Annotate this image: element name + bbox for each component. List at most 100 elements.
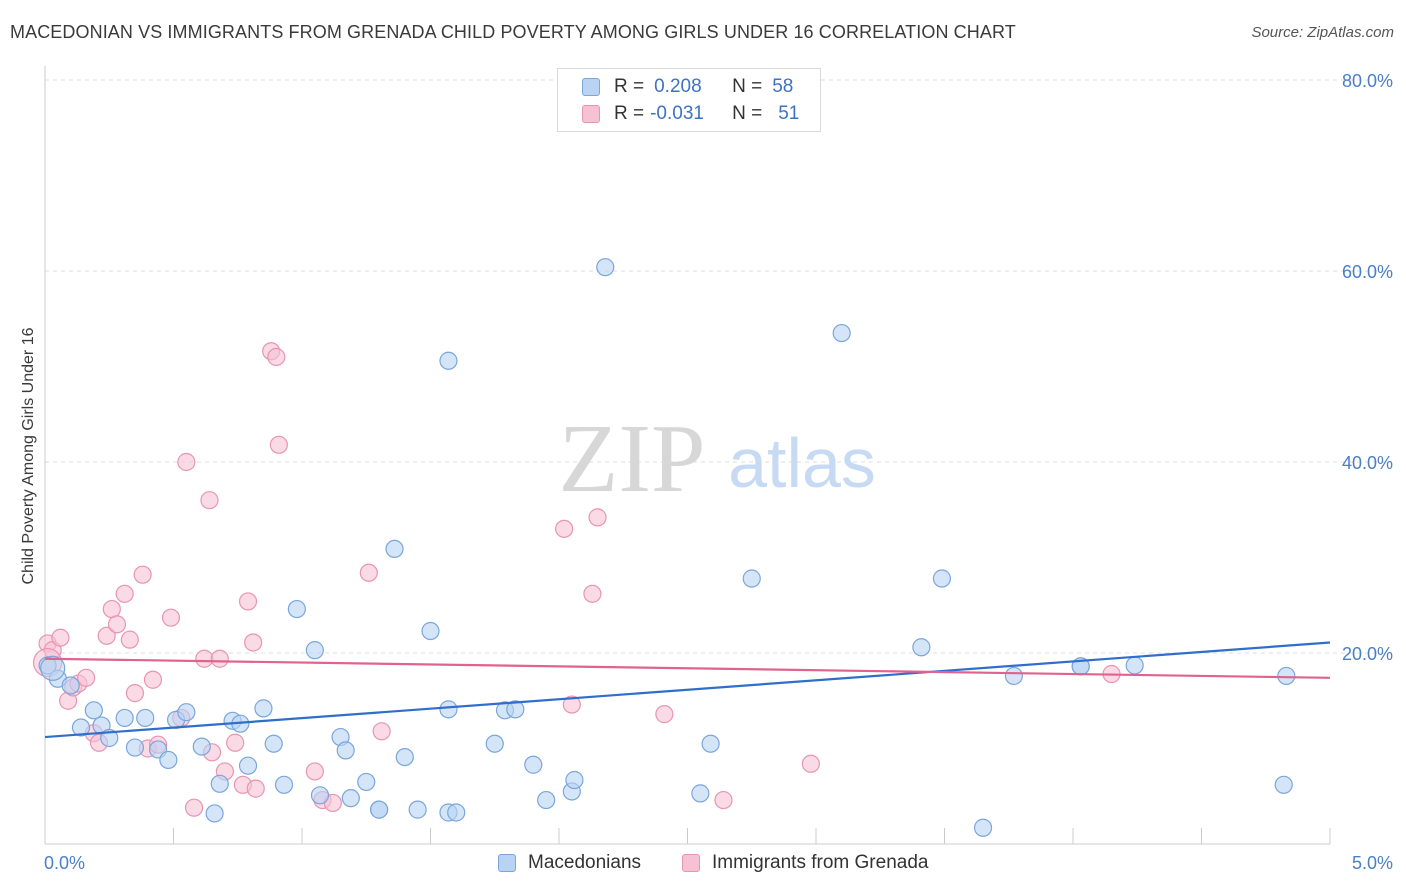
x-tick-label-min: 0.0% (44, 853, 85, 873)
grenada-point (210, 649, 229, 668)
macedonian-point (742, 569, 761, 588)
macedonian-point (932, 569, 952, 588)
legend-n-label: N = (732, 76, 763, 97)
legend-row-grenada: R = -0.031 N = 51 (582, 102, 799, 126)
legend-row-macedonians: R = 0.208 N = 58 (582, 75, 793, 99)
macedonian-point (395, 747, 414, 767)
series-legend: Macedonians Immigrants from Grenada (0, 852, 1406, 878)
macedonian-point (357, 772, 376, 792)
legend-n-value: 51 (778, 103, 800, 124)
legend-r-value: 0.208 (654, 76, 702, 97)
grenada-point (51, 628, 70, 647)
macedonian-point (136, 708, 155, 728)
macedonian-point (305, 641, 324, 660)
macedonian-point (264, 734, 283, 753)
grenada-point (143, 670, 163, 689)
macedonian-point (439, 700, 458, 719)
y-axis-label: Child Poverty Among Girls Under 16 (20, 327, 37, 584)
watermark-zip: ZIP (559, 405, 706, 513)
grenada-point (562, 695, 581, 714)
grenada-point (120, 630, 139, 649)
grenada-point (125, 684, 145, 703)
grenada-trend-line (44, 657, 1331, 679)
x-tick-label-max: 5.0% (1352, 853, 1393, 873)
grenada-swatch (582, 105, 600, 123)
correlation-legend: R = 0.208 N = 58 R = -0.031 N = 51 (557, 68, 821, 132)
macedonian-point (565, 770, 584, 790)
macedonian-point (287, 599, 306, 619)
grenada-point (801, 754, 820, 773)
source-attribution: Source: ZipAtlas.com (1251, 24, 1394, 41)
legend-item-grenada: Immigrants from Grenada (682, 852, 928, 874)
y-tick-label: 20.0% (1342, 644, 1393, 664)
grenada-legend-swatch (682, 854, 700, 872)
macedonian-point (691, 784, 710, 803)
macedonian-point (159, 750, 178, 770)
macedonian-point (596, 258, 615, 277)
macedonian-point (506, 700, 525, 719)
grenada-point (269, 435, 288, 454)
grenada-point (267, 347, 286, 367)
grenada-point (184, 798, 204, 817)
grenada-point (115, 584, 134, 603)
macedonian-point (341, 789, 360, 808)
macedonian-point (177, 703, 196, 722)
macedonian-point (1277, 666, 1296, 686)
trend-lines (44, 641, 1331, 739)
grenada-point (583, 584, 602, 603)
macedonian-points (38, 258, 1296, 837)
macedonian-point (84, 701, 103, 720)
macedonian-point (274, 775, 294, 794)
macedonian-point (125, 738, 145, 757)
macedonian-point (973, 818, 993, 837)
macedonian-point (1274, 775, 1293, 794)
grenada-point (655, 705, 674, 724)
legend-n-label: N = (732, 103, 763, 124)
macedonian-point (205, 804, 224, 823)
grenada-point (305, 762, 324, 781)
macedonian-point (336, 741, 355, 760)
grenada-point (161, 608, 181, 627)
macedonian-point (447, 803, 466, 822)
macedonian-point (61, 676, 80, 695)
macedonian-point (421, 621, 440, 641)
grenada-point (246, 779, 265, 798)
watermark: ZIP atlas (559, 405, 876, 513)
grenada-point (244, 633, 263, 652)
macedonian-point (71, 718, 91, 737)
chart-title: MACEDONIAN VS IMMIGRANTS FROM GRENADA CH… (10, 22, 1016, 42)
macedonian-point (192, 737, 211, 756)
axes (44, 66, 1331, 845)
macedonian-point (310, 786, 330, 805)
macedonians-swatch (582, 78, 600, 96)
grenada-point (226, 733, 245, 752)
legend-n-value: 58 (772, 76, 794, 97)
legend-label-macedonians: Macedonians (528, 852, 642, 873)
grenada-point (555, 519, 574, 538)
macedonian-point (210, 774, 229, 793)
grenada-point (107, 615, 127, 634)
grenada-point (102, 599, 121, 619)
macedonian-point (385, 539, 404, 559)
legend-item-macedonians: Macedonians (498, 852, 641, 874)
watermark-atlas: atlas (728, 424, 876, 502)
grenada-point (238, 592, 258, 611)
legend-r-label: R = (614, 103, 645, 124)
macedonian-point-cluster (40, 655, 66, 681)
macedonian-point (1125, 656, 1144, 675)
y-tick-label: 80.0% (1342, 71, 1393, 91)
macedonian-point (524, 755, 543, 774)
grenada-point (359, 563, 378, 582)
legend-r-label: R = (614, 76, 645, 97)
grenada-point (588, 508, 607, 527)
macedonians-legend-swatch (498, 854, 516, 872)
legend-r-value: -0.031 (650, 103, 704, 124)
macedonian-point (485, 734, 504, 753)
grid-lines (45, 79, 1392, 654)
grenada-point (195, 649, 214, 668)
tick-labels: 20.0% 40.0% 60.0% 80.0% 0.0% 5.0% (44, 71, 1393, 873)
macedonian-point (100, 728, 119, 748)
y-tick-label: 40.0% (1342, 453, 1393, 473)
grenada-point (97, 626, 116, 645)
